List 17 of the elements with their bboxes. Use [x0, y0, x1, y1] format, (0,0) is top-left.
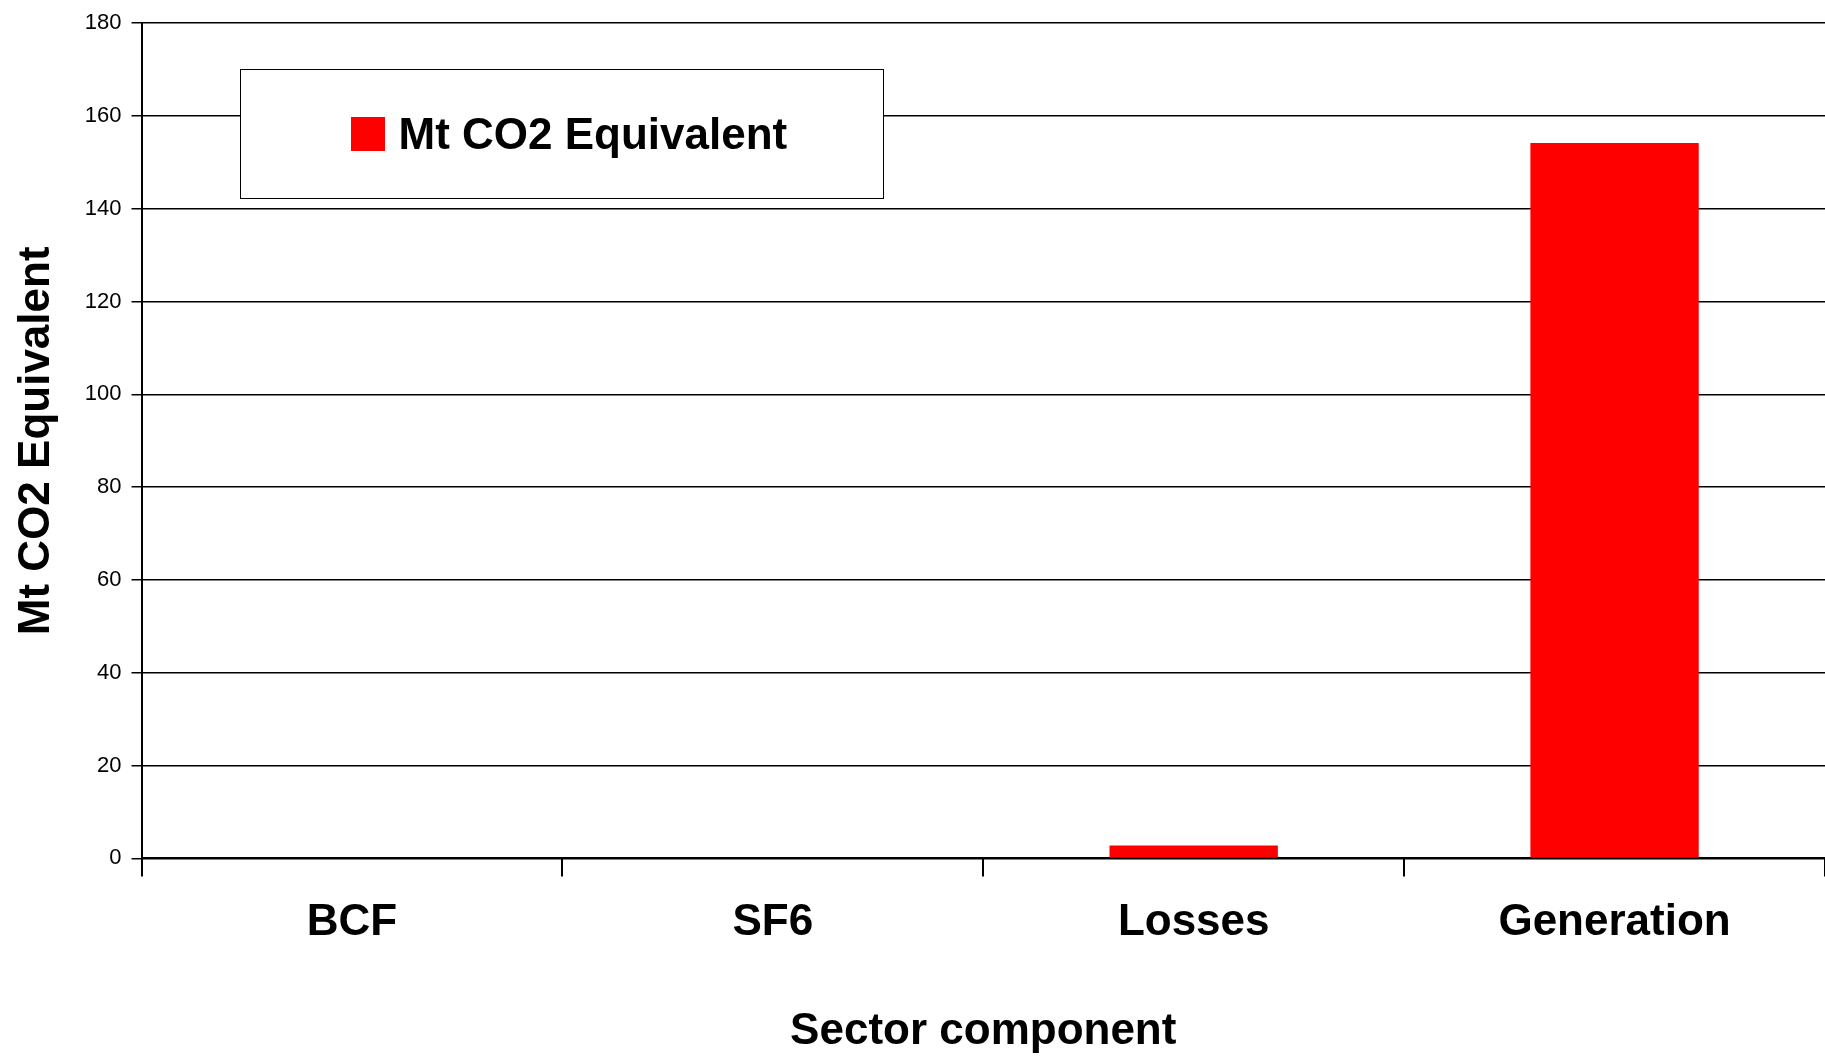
x-tick-label: BCF: [306, 894, 398, 944]
y-tick-label: 180: [84, 9, 122, 35]
legend-label: Mt CO2 Equivalent: [398, 109, 788, 160]
y-tick-label: 60: [97, 566, 122, 592]
y-tick-label: 160: [84, 102, 122, 128]
x-axis-title: Sector component: [790, 1003, 1177, 1053]
x-tick-label: Generation: [1498, 894, 1731, 944]
y-tick-label: 80: [97, 473, 122, 499]
y-tick-label: 20: [97, 751, 122, 777]
y-axis-title: Mt CO2 Equivalent: [8, 246, 58, 636]
y-tick-label: 0: [109, 844, 122, 870]
y-tick-label: 120: [84, 287, 122, 313]
y-tick-label: 40: [97, 658, 122, 684]
x-tick-label: SF6: [732, 894, 814, 944]
y-tick-label: 140: [84, 194, 122, 220]
x-tick-label: Losses: [1117, 894, 1270, 944]
y-tick-label: 100: [84, 380, 122, 406]
